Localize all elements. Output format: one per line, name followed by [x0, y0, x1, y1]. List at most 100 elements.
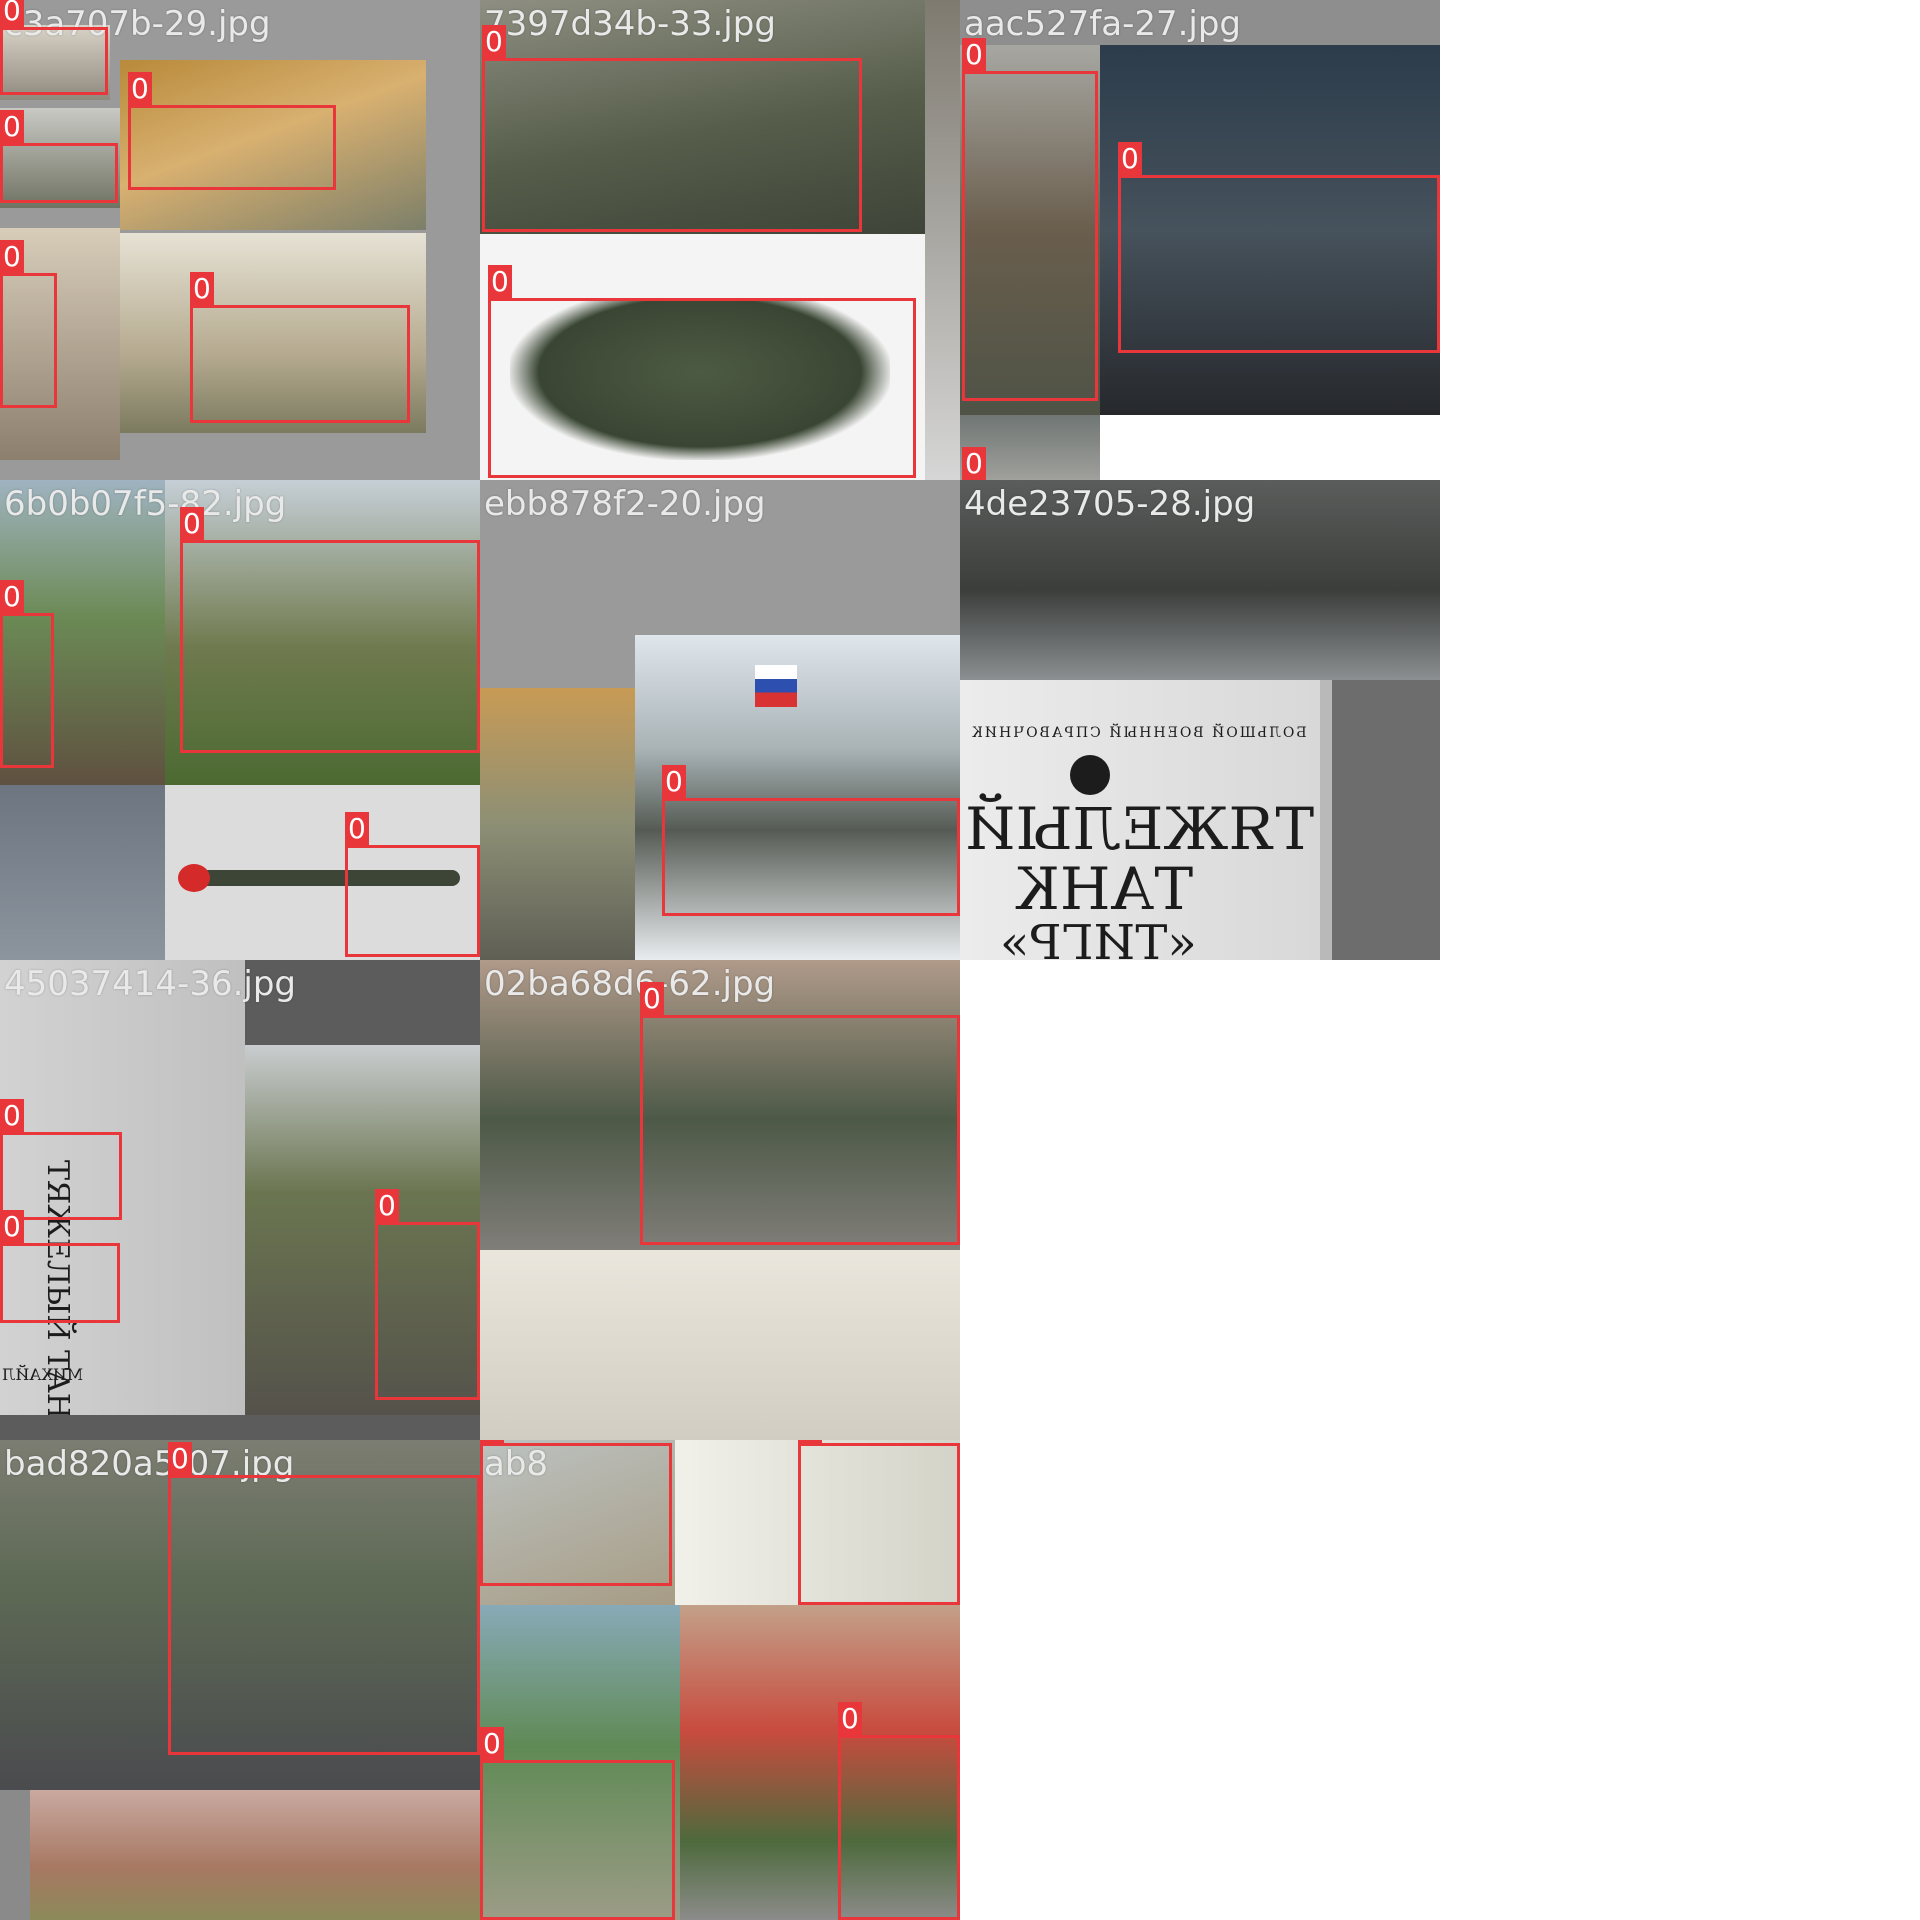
tile-8: 02ba68d6-62.jpg 0: [480, 960, 960, 1440]
class-label: 0: [480, 1727, 504, 1761]
tile-6: БОЛЬШОЙ ВОЕННЫЙ СПРАВОЧНИК ТЯЖЕЛЫЙ ТАНК …: [960, 480, 1440, 960]
class-label: 0: [962, 447, 986, 480]
detection-box: 0: [488, 265, 916, 478]
detection-box: 0: [1118, 142, 1440, 353]
class-label: 0: [375, 1189, 399, 1223]
photo-fragment: [0, 25, 110, 100]
photo-fragment: [480, 960, 960, 1250]
photo-fragment: [0, 1440, 480, 1790]
class-label: 0: [798, 1440, 822, 1444]
tile-4: 6b0b07f5-82.jpg 0 0 0: [0, 480, 480, 960]
photo-fragment: [960, 0, 1440, 45]
class-label: 0: [190, 272, 214, 306]
class-label: 0: [180, 507, 204, 541]
book-cover: БОЛЬШОЙ ВОЕННЫЙ СПРАВОЧНИК ТЯЖЕЛЫЙ ТАНК …: [960, 680, 1320, 960]
tile-2: 7397d34b-33.jpg 0 0: [480, 0, 960, 480]
class-label: 0: [345, 812, 369, 846]
photo-fragment: [0, 785, 165, 960]
photo-fragment: [120, 233, 426, 433]
gun-barrel-shape: [180, 870, 460, 886]
tile-caption: 45037414-36.jpg: [4, 964, 297, 1004]
tile-1: c3a707b-29.jpg 0 0 0 0 0: [0, 0, 480, 480]
photo-fragment: [635, 635, 960, 960]
book-title-line1: ТЯЖЕЛЫЙ: [965, 795, 1315, 863]
detection-box: 0: [838, 1702, 960, 1920]
class-label: 0: [0, 1099, 24, 1133]
tile-caption: 02ba68d6-62.jpg: [484, 964, 776, 1004]
class-label: 0: [662, 765, 686, 799]
photo-fragment: [925, 0, 960, 480]
tile-caption: ab8: [484, 1444, 549, 1484]
detection-box: 0: [798, 1440, 960, 1605]
photo-fragment: [30, 1790, 480, 1920]
photo-fragment: [120, 60, 426, 230]
tile-7: ТЯЖЕЛЫЙ ТАНК «ТИГР» МИХАЙЛ 45037414-36.j…: [0, 960, 480, 1440]
class-label: 0: [0, 240, 24, 274]
class-label: 0: [838, 1702, 862, 1736]
detection-box: 0: [640, 982, 960, 1245]
photo-fragment: [480, 1250, 960, 1440]
class-label: 0: [1118, 142, 1142, 176]
class-label: 0: [482, 25, 506, 59]
detection-box: 0: [480, 1440, 672, 1586]
flag-shape: [755, 665, 797, 707]
detection-box: 0: [0, 240, 57, 408]
tile-caption: aac527fa-27.jpg: [964, 4, 1242, 44]
tile-caption: c3a707b-29.jpg: [4, 4, 271, 44]
photo-fragment: [480, 688, 635, 960]
tile-caption: 4de23705-28.jpg: [964, 484, 1256, 524]
photo-fragment: [960, 45, 1100, 415]
photo-fragment: [0, 480, 165, 785]
tile-caption: ebb878f2-20.jpg: [484, 484, 766, 524]
tile-3: aac527fa-27.jpg 0 0 0: [960, 0, 1440, 480]
photo-fragment: [245, 1045, 480, 1415]
class-label: 0: [0, 110, 24, 144]
tile-caption: 7397d34b-33.jpg: [484, 4, 776, 44]
detection-box: 0: [962, 38, 1098, 401]
class-label: 0: [128, 72, 152, 106]
photo-fragment: [960, 480, 1440, 680]
book-header: БОЛЬШОЙ ВОЕННЫЙ СПРАВОЧНИК: [970, 725, 1307, 741]
detection-box: 0: [375, 1189, 480, 1400]
class-label: 0: [480, 1440, 504, 1444]
detection-box: 0: [482, 25, 862, 232]
class-label: 0: [488, 265, 512, 299]
detection-box: 0: [662, 765, 960, 916]
class-label: 0: [0, 580, 24, 614]
class-label: 0: [962, 38, 986, 72]
book-title-line2: ТАНК: [1015, 855, 1194, 923]
red-tip-shape: [178, 864, 210, 892]
book-title-line3: «ТИГР»: [1000, 915, 1197, 960]
book-author: МИХАЙЛ: [2, 1365, 84, 1384]
toy-tank-shape: [510, 300, 890, 460]
tile-10: ab8 0 0 0 0: [480, 1440, 960, 1920]
detection-box: 0: [128, 72, 336, 190]
detection-box: 0: [0, 1099, 122, 1220]
book-spine: [1320, 680, 1332, 960]
class-label: 0: [0, 1210, 24, 1244]
class-label: 0: [0, 0, 24, 28]
class-label: 0: [168, 1442, 192, 1476]
photo-fragment: [675, 1440, 960, 1605]
detection-box: 0: [168, 1442, 480, 1755]
detection-box: 0: [190, 272, 410, 423]
photo-fragment: [165, 480, 480, 785]
photo-fragment: [1100, 45, 1440, 415]
detection-box: 0: [480, 1727, 675, 1920]
detection-box: 0: [345, 812, 480, 957]
detection-box: 0: [0, 0, 108, 95]
class-label: 0: [640, 982, 664, 1016]
photo-fragment: [480, 1440, 675, 1605]
detection-box: 0: [0, 1210, 120, 1323]
detection-box: 0: [0, 110, 118, 203]
book-cover: ТЯЖЕЛЫЙ ТАНК «ТИГР» МИХАЙЛ: [0, 960, 245, 1415]
tile-5: ebb878f2-20.jpg 0: [480, 480, 960, 960]
detection-box: 0: [0, 580, 54, 768]
tile-caption: 6b0b07f5-82.jpg: [4, 484, 287, 524]
tank-emblem-icon: [1070, 755, 1110, 795]
photo-fragment: [480, 0, 925, 234]
tile-9: bad820a5-07.jpg 0: [0, 1440, 480, 1920]
photo-fragment: [680, 1605, 960, 1920]
detection-box: 0: [180, 507, 480, 753]
